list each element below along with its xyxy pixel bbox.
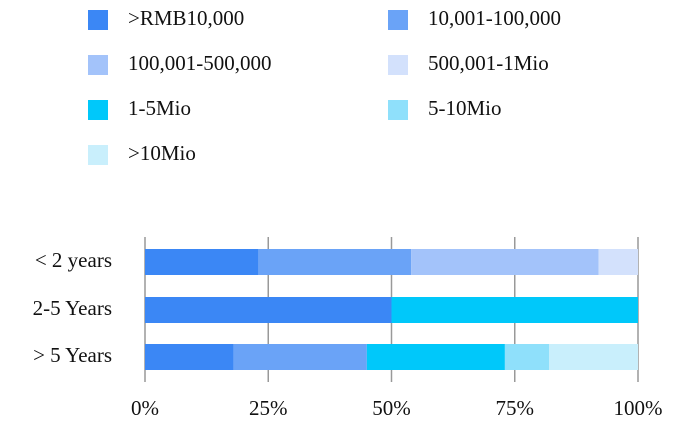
bar-segment (258, 249, 412, 275)
legend-swatch (388, 10, 408, 30)
legend-label: >10Mio (128, 141, 196, 165)
legend-label: >RMB10,000 (128, 6, 244, 30)
x-tick-label: 0% (131, 396, 159, 420)
bar-segment (233, 344, 367, 370)
x-tick-label: 75% (496, 396, 535, 420)
legend-label: 500,001-1Mio (428, 51, 549, 75)
bar-segment (391, 297, 638, 323)
y-tick-label: < 2 years (35, 248, 112, 272)
x-tick-label: 50% (372, 396, 411, 420)
legend-label: 100,001-500,000 (128, 51, 272, 75)
legend-swatch (88, 100, 108, 120)
bar-segment (145, 297, 392, 323)
legend-swatch (88, 55, 108, 75)
legend-swatch (88, 10, 108, 30)
y-tick-label: 2-5 Years (33, 296, 112, 320)
legend-label: 10,001-100,000 (428, 6, 561, 30)
bar-segment (145, 344, 234, 370)
bar-segment (145, 249, 259, 275)
legend-swatch (388, 55, 408, 75)
x-tick-label: 100% (614, 396, 663, 420)
bar-segment (504, 344, 550, 370)
legend-swatch (388, 100, 408, 120)
bar-segment (598, 249, 638, 275)
bar-segment (549, 344, 638, 370)
legend-swatch (88, 145, 108, 165)
y-tick-label: > 5 Years (33, 343, 112, 367)
x-tick-label: 25% (249, 396, 288, 420)
legend-label: 5-10Mio (428, 96, 502, 120)
legend-label: 1-5Mio (128, 96, 191, 120)
bar-segment (366, 344, 505, 370)
bar-segment (411, 249, 599, 275)
